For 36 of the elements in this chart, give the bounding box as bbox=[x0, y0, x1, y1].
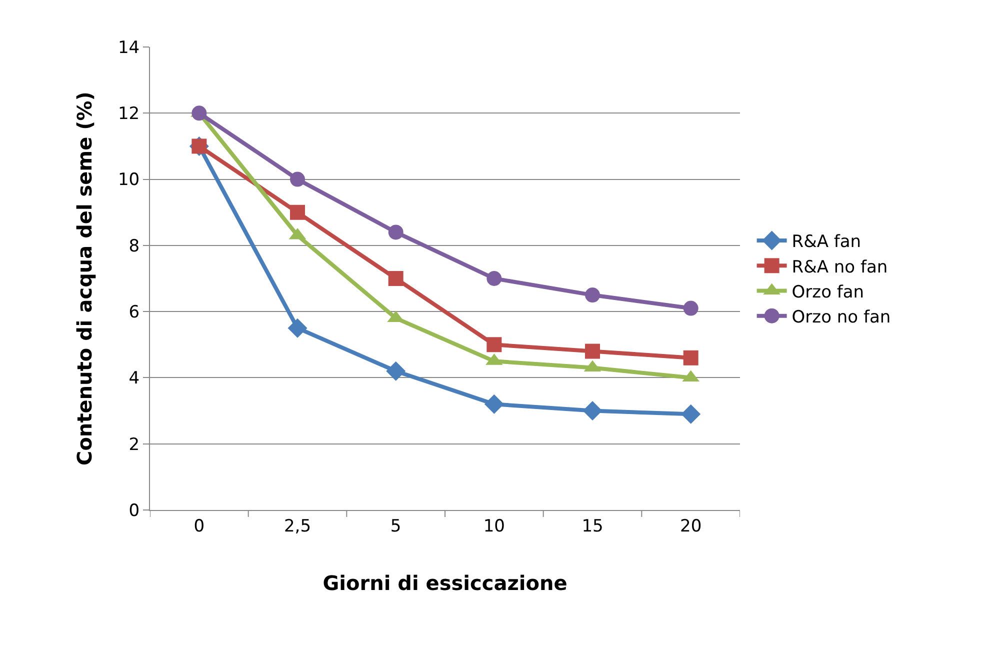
legend-label: R&A no fan bbox=[792, 257, 888, 278]
y-tick-label: 4 bbox=[128, 368, 140, 389]
point bbox=[582, 401, 602, 421]
point bbox=[388, 271, 404, 286]
y-tick-label: 2 bbox=[128, 434, 140, 455]
point bbox=[683, 300, 698, 316]
x-tick-label: 10 bbox=[483, 516, 505, 536]
y-tick-label: 6 bbox=[128, 302, 140, 323]
legend-label: R&A fan bbox=[792, 232, 862, 252]
x-tick-label: 20 bbox=[680, 516, 702, 536]
y-tick-label: 14 bbox=[118, 38, 140, 58]
point bbox=[484, 394, 504, 414]
point bbox=[290, 172, 305, 187]
x-tick-label: 15 bbox=[582, 516, 604, 536]
x-tick-label: 0 bbox=[194, 516, 205, 536]
legend-label: Orzo fan bbox=[792, 282, 864, 302]
x-tick-label: 2,5 bbox=[284, 516, 312, 536]
point bbox=[585, 344, 600, 359]
legend-label: Orzo no fan bbox=[792, 307, 891, 328]
point bbox=[192, 106, 207, 121]
x-axis-title: Giorni di essiccazione bbox=[322, 570, 568, 595]
x-tick-label: 5 bbox=[390, 516, 402, 536]
point bbox=[585, 288, 600, 303]
y-tick-label: 8 bbox=[128, 236, 140, 256]
y-tick-label: 0 bbox=[128, 500, 140, 521]
point bbox=[288, 318, 308, 338]
y-tick-label: 10 bbox=[118, 170, 140, 190]
point bbox=[486, 271, 502, 286]
point bbox=[386, 361, 406, 381]
point bbox=[388, 224, 404, 240]
point bbox=[683, 350, 698, 366]
y-axis-title: Contenuto di acqua del seme (%) bbox=[72, 92, 96, 466]
point bbox=[290, 204, 305, 220]
y-tick-label: 12 bbox=[118, 104, 140, 124]
point bbox=[486, 337, 502, 352]
point bbox=[681, 404, 701, 424]
